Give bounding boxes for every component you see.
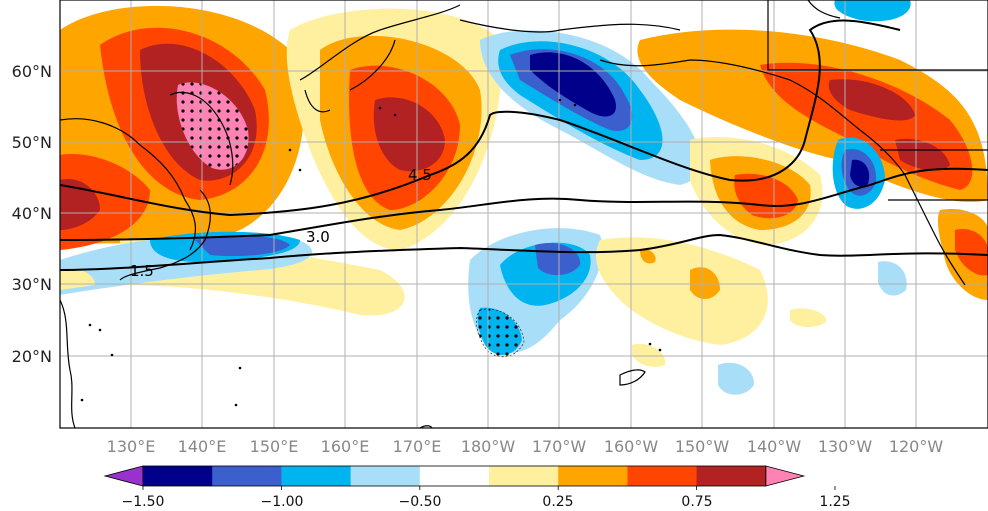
colorbar-tick-label: −0.50: [399, 494, 442, 510]
anomaly-blob-orange-east: [690, 267, 720, 299]
anomaly-blob-cold-hawaii: [718, 362, 755, 395]
height-contours: [60, 19, 988, 271]
lon-label: 150°W: [675, 437, 730, 456]
colorbar-extend-high: [765, 465, 806, 487]
colorbar-tick-label: −1.50: [122, 494, 165, 510]
colorbar-tick-label: −1.00: [261, 494, 304, 510]
lat-label: 20°N: [12, 347, 52, 366]
colorbar-segment: [281, 466, 352, 486]
lat-label: 30°N: [12, 275, 52, 294]
anomaly-blob-aleutian: [286, 8, 502, 250]
contour-label-4-5: 4.5: [408, 166, 432, 184]
lon-label: 160°E: [321, 437, 370, 456]
anomaly-blob-japan: [60, 154, 150, 250]
colorbar-extend-low: [103, 465, 144, 487]
longitude-labels: 130°E 140°E 150°E 160°E 170°E 180°W 170°…: [107, 437, 944, 456]
lon-label: 140°W: [747, 437, 802, 456]
lon-label: 130°W: [818, 437, 873, 456]
anomaly-blob-northeast: [637, 29, 988, 245]
lat-label: 50°N: [12, 133, 52, 152]
anomaly-blob-orange-small: [640, 249, 656, 264]
lon-label: 130°E: [107, 437, 156, 456]
lon-label: 120°W: [889, 437, 944, 456]
colorbar-segment: [143, 466, 213, 486]
contour-labels: 4.5 3.0 1.5: [130, 166, 432, 280]
coastlines: [60, 0, 988, 428]
colorbar-segment: [489, 466, 559, 486]
colorbar-segment: [558, 466, 628, 486]
anomaly-blob-yellow-hawaii: [632, 343, 666, 367]
colorbar-segments: [103, 465, 836, 490]
colorbar-tick-labels: −1.50 −1.00 −0.50 0.25 0.75 1.25: [122, 494, 851, 510]
lat-label: 40°N: [12, 204, 52, 223]
latitude-labels: 60°N 50°N 40°N 30°N 20°N: [12, 62, 52, 366]
colorbar-segment: [419, 466, 490, 486]
contour-label-1-5: 1.5: [130, 262, 154, 280]
lon-label: 180°W: [461, 437, 516, 456]
anomaly-blob-baja-core: [955, 229, 988, 276]
anomaly-blob-cold-se: [878, 261, 907, 296]
colorbar-segment: [350, 466, 421, 486]
colorbar-segment: [627, 466, 698, 486]
colorbar-tick-label: 1.25: [819, 494, 850, 510]
lon-label: 150°E: [250, 437, 299, 456]
colorbar: −1.50 −1.00 −0.50 0.25 0.75 1.25: [103, 465, 851, 510]
contour-label-3-0: 3.0: [306, 228, 330, 246]
anomaly-band-yellow-east: [596, 237, 768, 345]
colorbar-outline: [142, 465, 767, 487]
islands: [80, 98, 662, 407]
lon-label: 170°W: [532, 437, 587, 456]
colorbar-tick-label: 0.75: [681, 494, 712, 510]
anomaly-blob-warm-japan-south: [60, 268, 95, 290]
anomaly-blob-cold-alaska: [834, 0, 911, 22]
lon-label: 160°W: [604, 437, 659, 456]
anomaly-blob-yellow-se: [790, 308, 827, 328]
map-frame: [59, 0, 988, 429]
lat-label: 60°N: [12, 62, 52, 81]
colorbar-tick-label: 0.25: [542, 494, 573, 510]
colorbar-segment: [212, 466, 282, 486]
lon-label: 140°E: [178, 437, 227, 456]
colorbar-segment: [696, 466, 767, 486]
lon-label: 170°E: [393, 437, 442, 456]
